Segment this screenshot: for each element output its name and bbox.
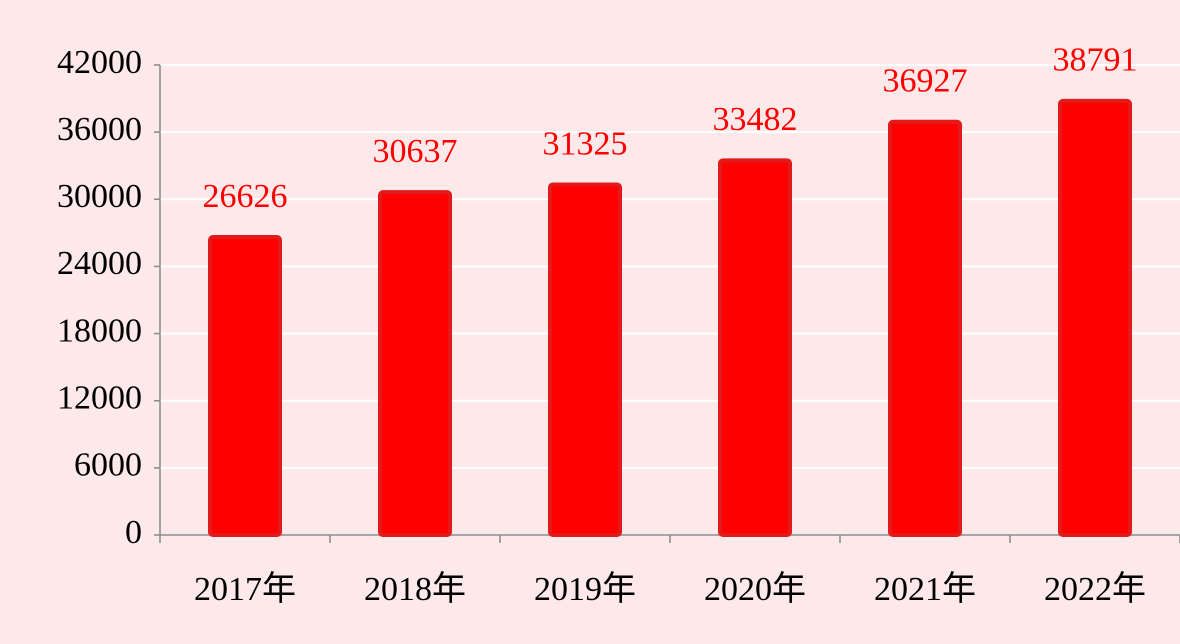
bar	[1058, 98, 1132, 537]
y-tick-label: 12000	[57, 380, 142, 417]
bar	[718, 158, 792, 538]
value-label: 30637	[373, 133, 458, 170]
bar	[548, 182, 622, 537]
value-label: 33482	[713, 101, 798, 138]
value-label: 36927	[883, 63, 968, 100]
y-tick-label: 30000	[57, 178, 142, 215]
value-label: 26626	[203, 178, 288, 215]
bar	[208, 235, 282, 537]
y-tick-label: 0	[125, 514, 142, 551]
x-tick-label: 2018年	[364, 570, 466, 608]
x-tick-label: 2019年	[534, 570, 636, 608]
bar	[378, 190, 452, 537]
y-tick-label: 36000	[57, 111, 142, 148]
y-tick-label: 24000	[57, 245, 142, 282]
x-tick-label: 2020年	[704, 570, 806, 608]
x-tick-label: 2021年	[874, 570, 976, 608]
x-tick-label: 2022年	[1044, 570, 1146, 608]
bar	[888, 119, 962, 537]
y-tick-label: 6000	[74, 447, 142, 484]
value-label: 38791	[1053, 42, 1138, 79]
y-tick-label: 42000	[57, 44, 142, 81]
value-label: 31325	[543, 125, 628, 162]
y-tick-label: 18000	[57, 312, 142, 349]
x-tick-label: 2017年	[194, 570, 296, 608]
